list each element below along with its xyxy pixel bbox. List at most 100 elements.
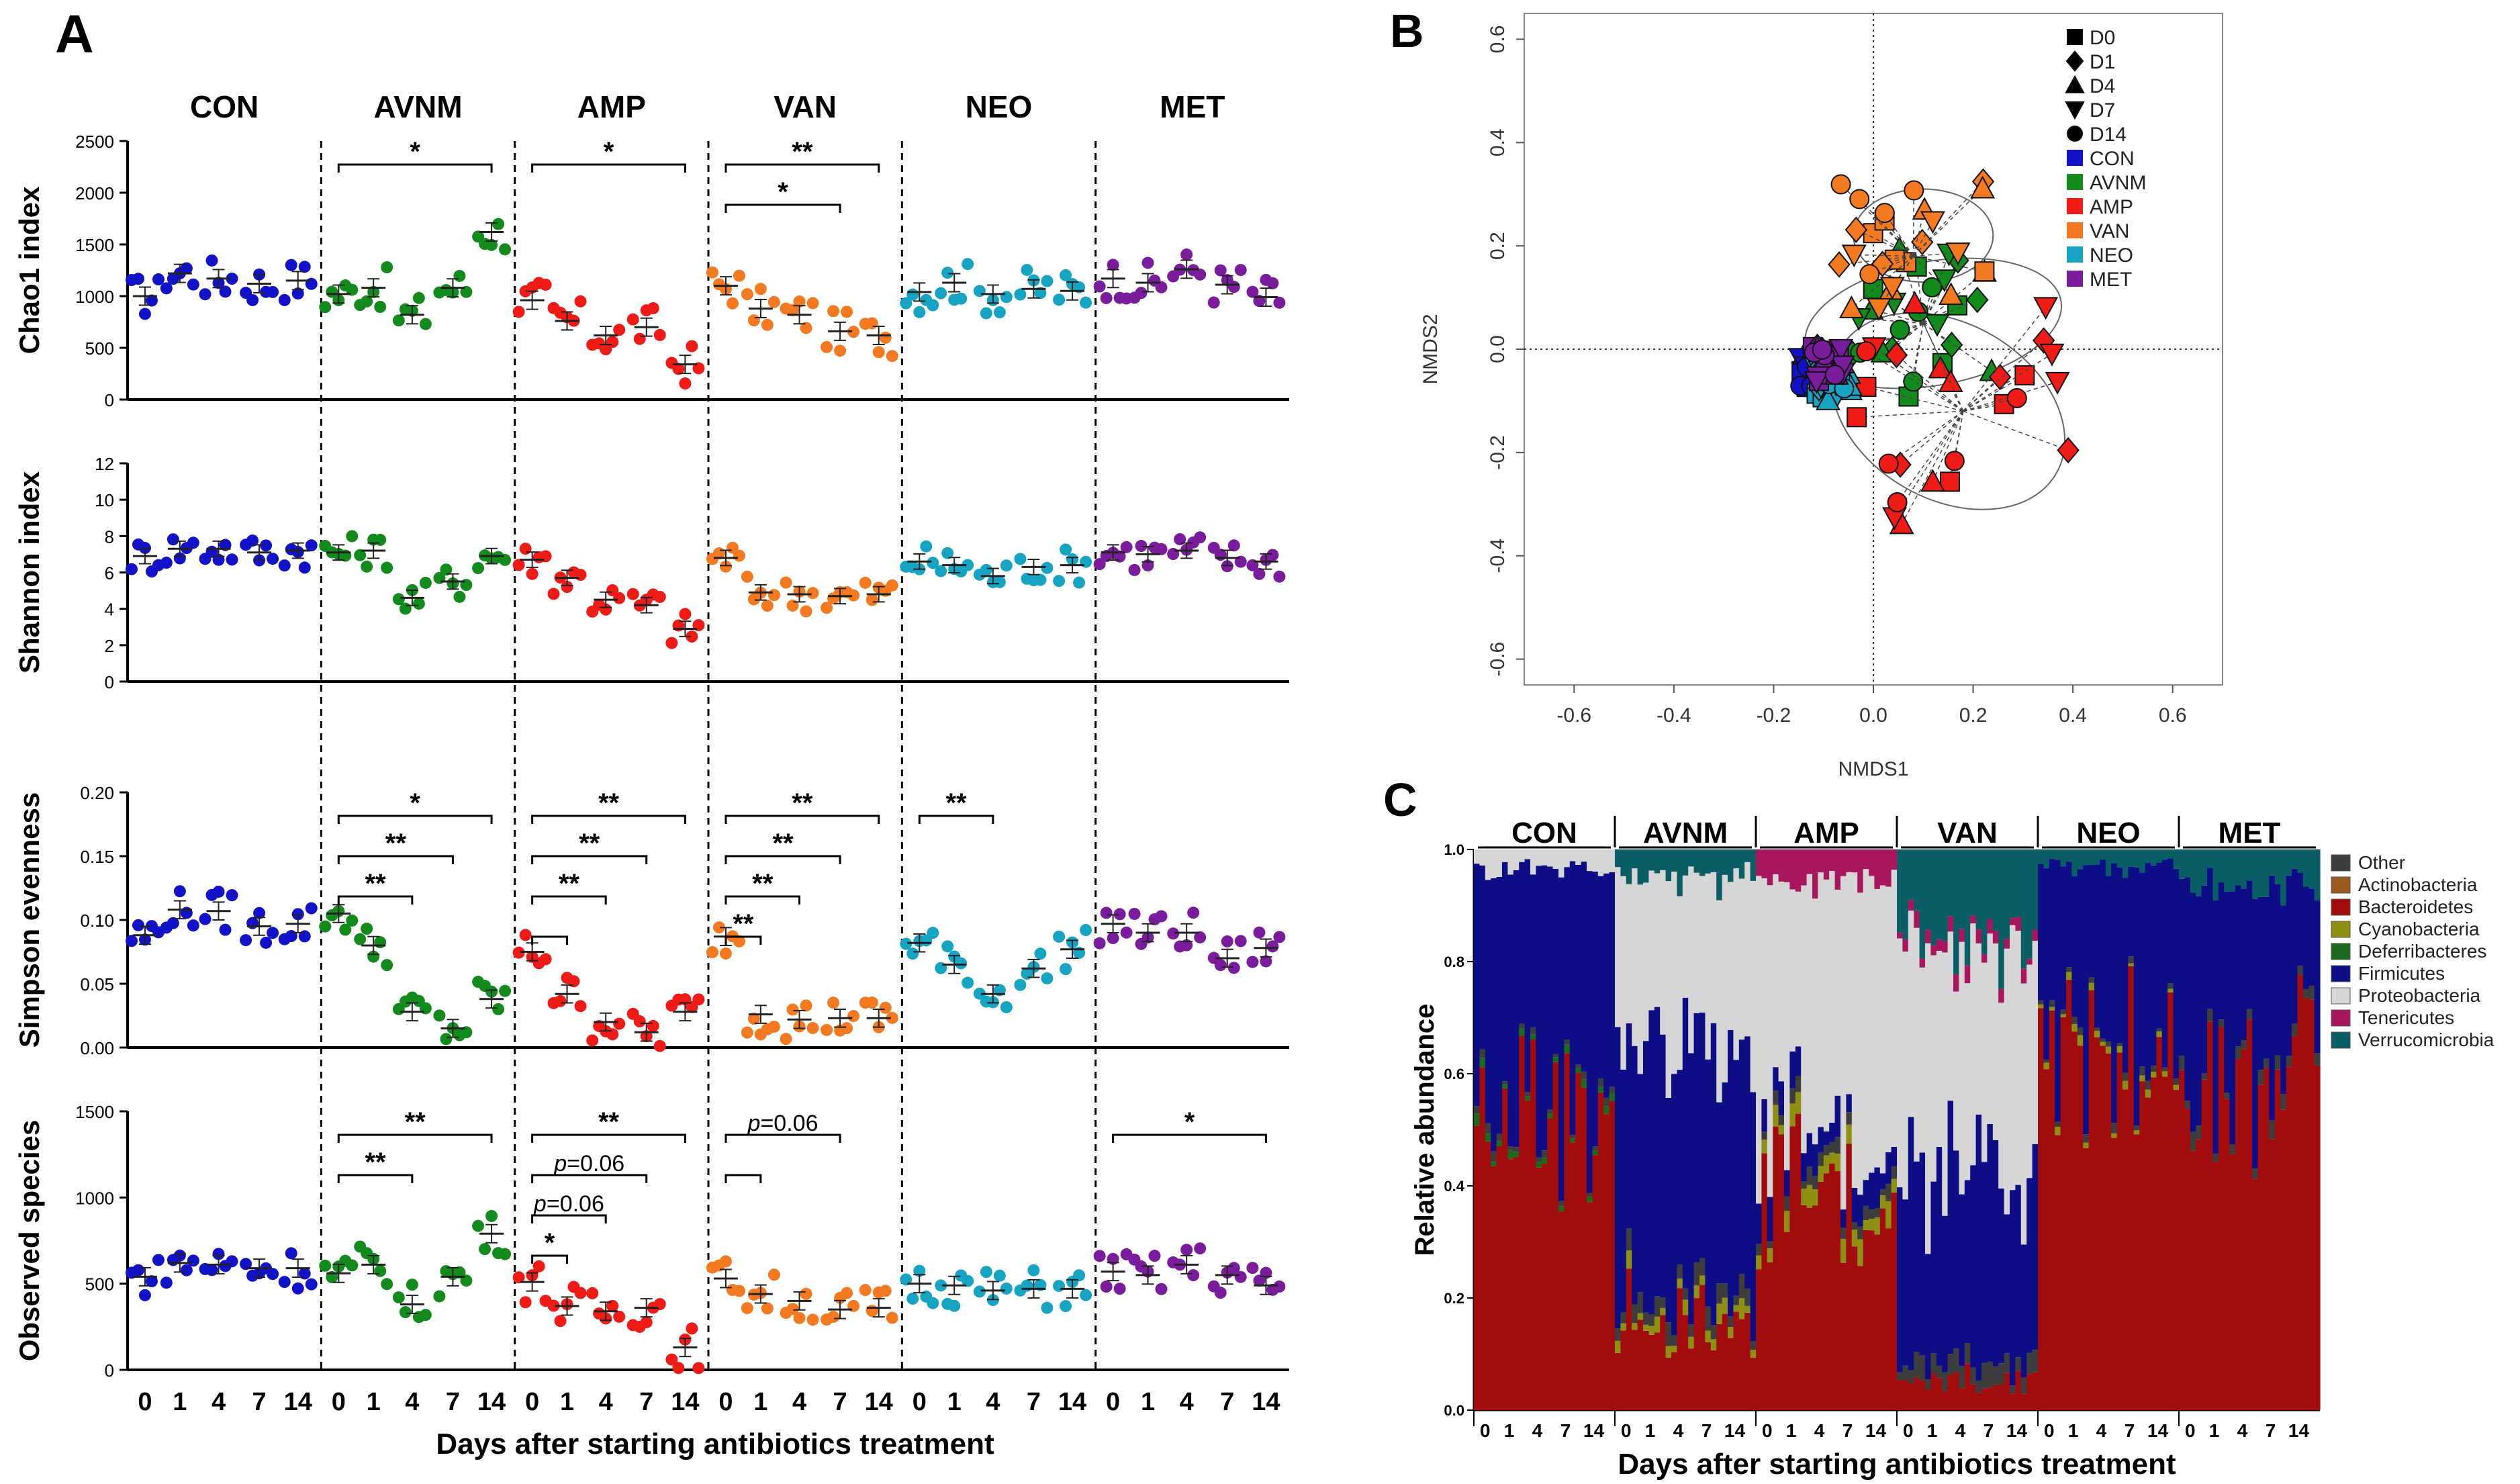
abundance-bar-segment bbox=[1722, 849, 1728, 875]
abundance-bar-segment bbox=[1947, 916, 1954, 932]
data-point-met bbox=[1214, 959, 1227, 972]
abundance-bar-segment bbox=[2032, 929, 2039, 941]
y-tick-label: 0 bbox=[105, 672, 114, 692]
abundance-bar-segment bbox=[1552, 849, 1559, 869]
data-point-avnm bbox=[406, 1279, 418, 1291]
x-tick-label: -0.2 bbox=[1757, 704, 1791, 727]
abundance-bar-segment bbox=[1693, 1262, 1700, 1286]
abundance-bar-segment bbox=[2116, 1052, 2123, 1410]
data-point-con bbox=[138, 308, 151, 320]
x-axis-title: Days after starting antibiotics treatmen… bbox=[1618, 1448, 2176, 1481]
day-tick-label: 0 bbox=[525, 1388, 539, 1416]
abundance-bar-segment bbox=[1879, 1208, 1886, 1410]
data-point-amp bbox=[692, 993, 705, 1006]
abundance-bar-segment bbox=[1874, 1167, 1881, 1208]
abundance-bar-segment bbox=[2004, 1373, 2010, 1410]
legend-label-d0: D0 bbox=[2090, 27, 2115, 49]
data-point-amp bbox=[547, 588, 560, 600]
abundance-bar-segment bbox=[1496, 876, 1503, 1134]
abundance-bar-segment bbox=[1840, 1227, 1847, 1240]
abundance-bar-segment bbox=[2156, 849, 2163, 863]
data-point-van bbox=[827, 996, 840, 1009]
y-axis-title: Shannon index bbox=[13, 471, 45, 674]
abundance-bar-segment bbox=[2145, 1089, 2151, 1098]
abundance-bar-segment bbox=[1964, 983, 1971, 1180]
data-point-neo bbox=[993, 1269, 1006, 1282]
abundance-bar-segment bbox=[1885, 1184, 1892, 1201]
abundance-bar-segment bbox=[1947, 1354, 1954, 1375]
data-point-van bbox=[886, 579, 898, 592]
x-tick-label: 0.6 bbox=[2159, 704, 2187, 727]
data-point-neo bbox=[935, 287, 947, 299]
data-point-amp bbox=[672, 363, 685, 375]
spider-line bbox=[1914, 303, 1964, 412]
abundance-bar-segment bbox=[1981, 962, 1988, 1162]
data-point-met bbox=[1135, 540, 1148, 553]
data-point-con bbox=[160, 1277, 173, 1289]
abundance-bar-segment bbox=[1914, 1352, 1920, 1378]
abundance-bar-segment bbox=[1851, 1222, 1858, 1230]
abundance-bar-segment bbox=[2088, 977, 2095, 983]
abundance-bar-segment bbox=[1959, 1388, 1965, 1410]
abundance-bar-segment bbox=[1879, 1189, 1886, 1196]
day-tick-label: 14 bbox=[1724, 1420, 1746, 1441]
legend-label-deferribacteres: Deferribacteres bbox=[2358, 941, 2486, 962]
data-point-van bbox=[859, 576, 872, 589]
abundance-bar-segment bbox=[1970, 1165, 1977, 1368]
abundance-bar-segment bbox=[1688, 1348, 1695, 1410]
abundance-bar-segment bbox=[1879, 849, 1886, 886]
data-point-amp bbox=[574, 569, 587, 582]
data-point-met bbox=[1207, 296, 1220, 309]
abundance-bar-segment bbox=[1552, 1062, 1559, 1410]
data-point-amp bbox=[665, 637, 678, 649]
nmds-point-amp bbox=[1856, 341, 1877, 362]
data-point-con bbox=[267, 1268, 279, 1281]
abundance-bar-segment bbox=[1998, 1003, 2005, 1189]
abundance-bar-segment bbox=[1818, 1152, 1824, 1166]
abundance-bar-segment bbox=[1795, 1076, 1802, 1093]
data-point-amp bbox=[526, 567, 539, 580]
abundance-bar-segment bbox=[1513, 1152, 1520, 1157]
significance-label: * bbox=[410, 137, 420, 167]
abundance-bar-segment bbox=[2083, 1142, 2090, 1148]
abundance-bar-segment bbox=[1491, 1151, 1497, 1162]
data-point-met bbox=[1107, 932, 1119, 945]
abundance-bar-segment bbox=[1975, 1393, 1982, 1410]
day-tick-label: 14 bbox=[477, 1388, 506, 1416]
abundance-bar-segment bbox=[1761, 1099, 1768, 1132]
abundance-bar-segment bbox=[1677, 1288, 1683, 1410]
abundance-bar-segment bbox=[1597, 1092, 1604, 1410]
y-tick-label: 0.2 bbox=[1487, 232, 1509, 260]
abundance-bar-segment bbox=[2122, 1080, 2129, 1090]
abundance-bar-segment bbox=[2252, 1178, 2259, 1410]
abundance-bar-segment bbox=[1643, 1312, 1649, 1325]
abundance-bar-segment bbox=[2060, 866, 2067, 1010]
significance-bracket bbox=[337, 855, 454, 864]
abundance-bar-segment bbox=[1699, 1012, 1706, 1258]
data-point-met bbox=[1148, 1250, 1161, 1262]
abundance-bar-segment bbox=[2292, 849, 2298, 869]
abundance-bar-segment bbox=[2207, 868, 2213, 1009]
abundance-bar-segment bbox=[1823, 1173, 1830, 1410]
day-tick-label: 14 bbox=[1058, 1388, 1086, 1416]
abundance-bar-segment bbox=[1975, 929, 1982, 943]
y-tick-label: 1.0 bbox=[1444, 841, 1464, 858]
spider-line bbox=[1963, 340, 2045, 412]
nmds-point-van bbox=[1939, 282, 1964, 306]
abundance-bar-segment bbox=[2071, 1024, 2078, 1032]
data-point-avnm bbox=[319, 920, 332, 933]
abundance-bar-segment bbox=[1558, 849, 1565, 878]
abundance-bar-segment bbox=[2173, 1084, 2180, 1091]
data-point-neo bbox=[1060, 963, 1072, 976]
significance-label: ** bbox=[365, 1148, 386, 1177]
abundance-bar-segment bbox=[2122, 1072, 2129, 1081]
nmds-point-avnm bbox=[1889, 319, 1910, 340]
abundance-bar-segment bbox=[1846, 872, 1853, 1095]
data-point-met bbox=[1266, 277, 1279, 289]
abundance-bar-segment bbox=[2122, 1089, 2129, 1410]
panel-a-xlabel: Days after starting antibiotics treatmen… bbox=[436, 1428, 994, 1460]
data-point-met bbox=[1194, 1242, 1207, 1255]
data-point-con bbox=[219, 923, 232, 936]
data-point-neo bbox=[1073, 1269, 1086, 1282]
